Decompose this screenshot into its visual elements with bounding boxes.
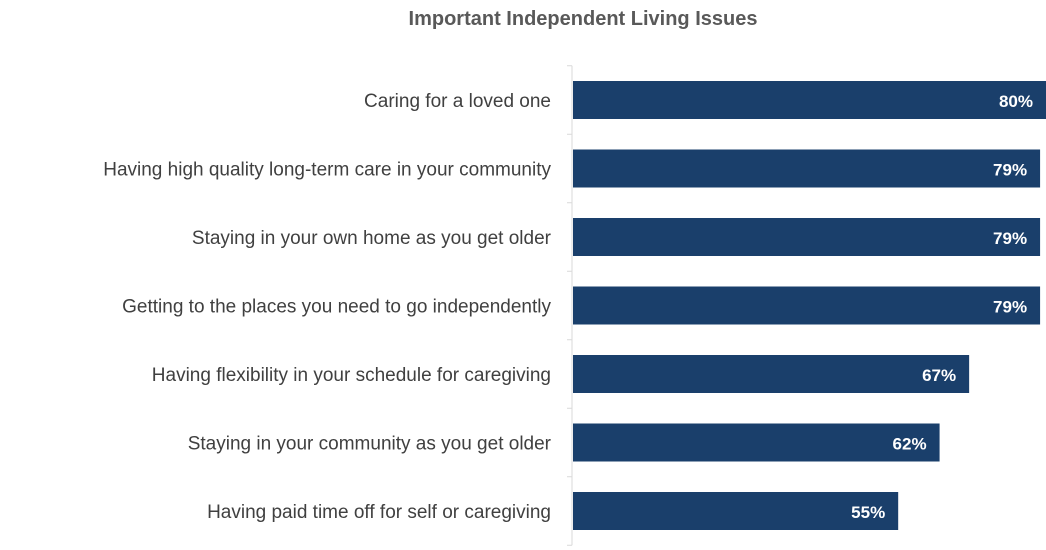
value-label: 79% [993, 161, 1027, 180]
value-label: 55% [851, 503, 885, 522]
category-label: Having high quality long-term care in yo… [103, 160, 551, 181]
bar [573, 81, 1046, 119]
category-label: Staying in your community as you get old… [188, 434, 552, 455]
axis-ticks [567, 65, 572, 546]
category-label: Having flexibility in your schedule for … [152, 365, 551, 386]
value-label: 80% [999, 92, 1033, 111]
category-label: Staying in your own home as you get olde… [192, 228, 552, 249]
bar [573, 492, 899, 530]
bars [573, 81, 1046, 530]
category-labels: Caring for a loved one Having high qualit… [103, 91, 551, 523]
chart-title: Important Independent Living Issues [408, 8, 758, 30]
bar [573, 149, 1041, 188]
bar [573, 286, 1041, 325]
bar [573, 423, 940, 462]
value-label: 67% [922, 366, 956, 385]
value-label: 79% [993, 229, 1027, 248]
category-label: Caring for a loved one [364, 91, 551, 112]
category-label: Getting to the places you need to go ind… [122, 297, 551, 318]
bar [573, 218, 1041, 256]
category-label: Having paid time off for self or caregiv… [207, 502, 551, 523]
value-label: 79% [993, 298, 1027, 317]
value-label: 62% [893, 435, 927, 454]
bar [573, 355, 970, 393]
value-labels: 80% 79% 79% 79% 67% 62% 55% [851, 92, 1033, 522]
